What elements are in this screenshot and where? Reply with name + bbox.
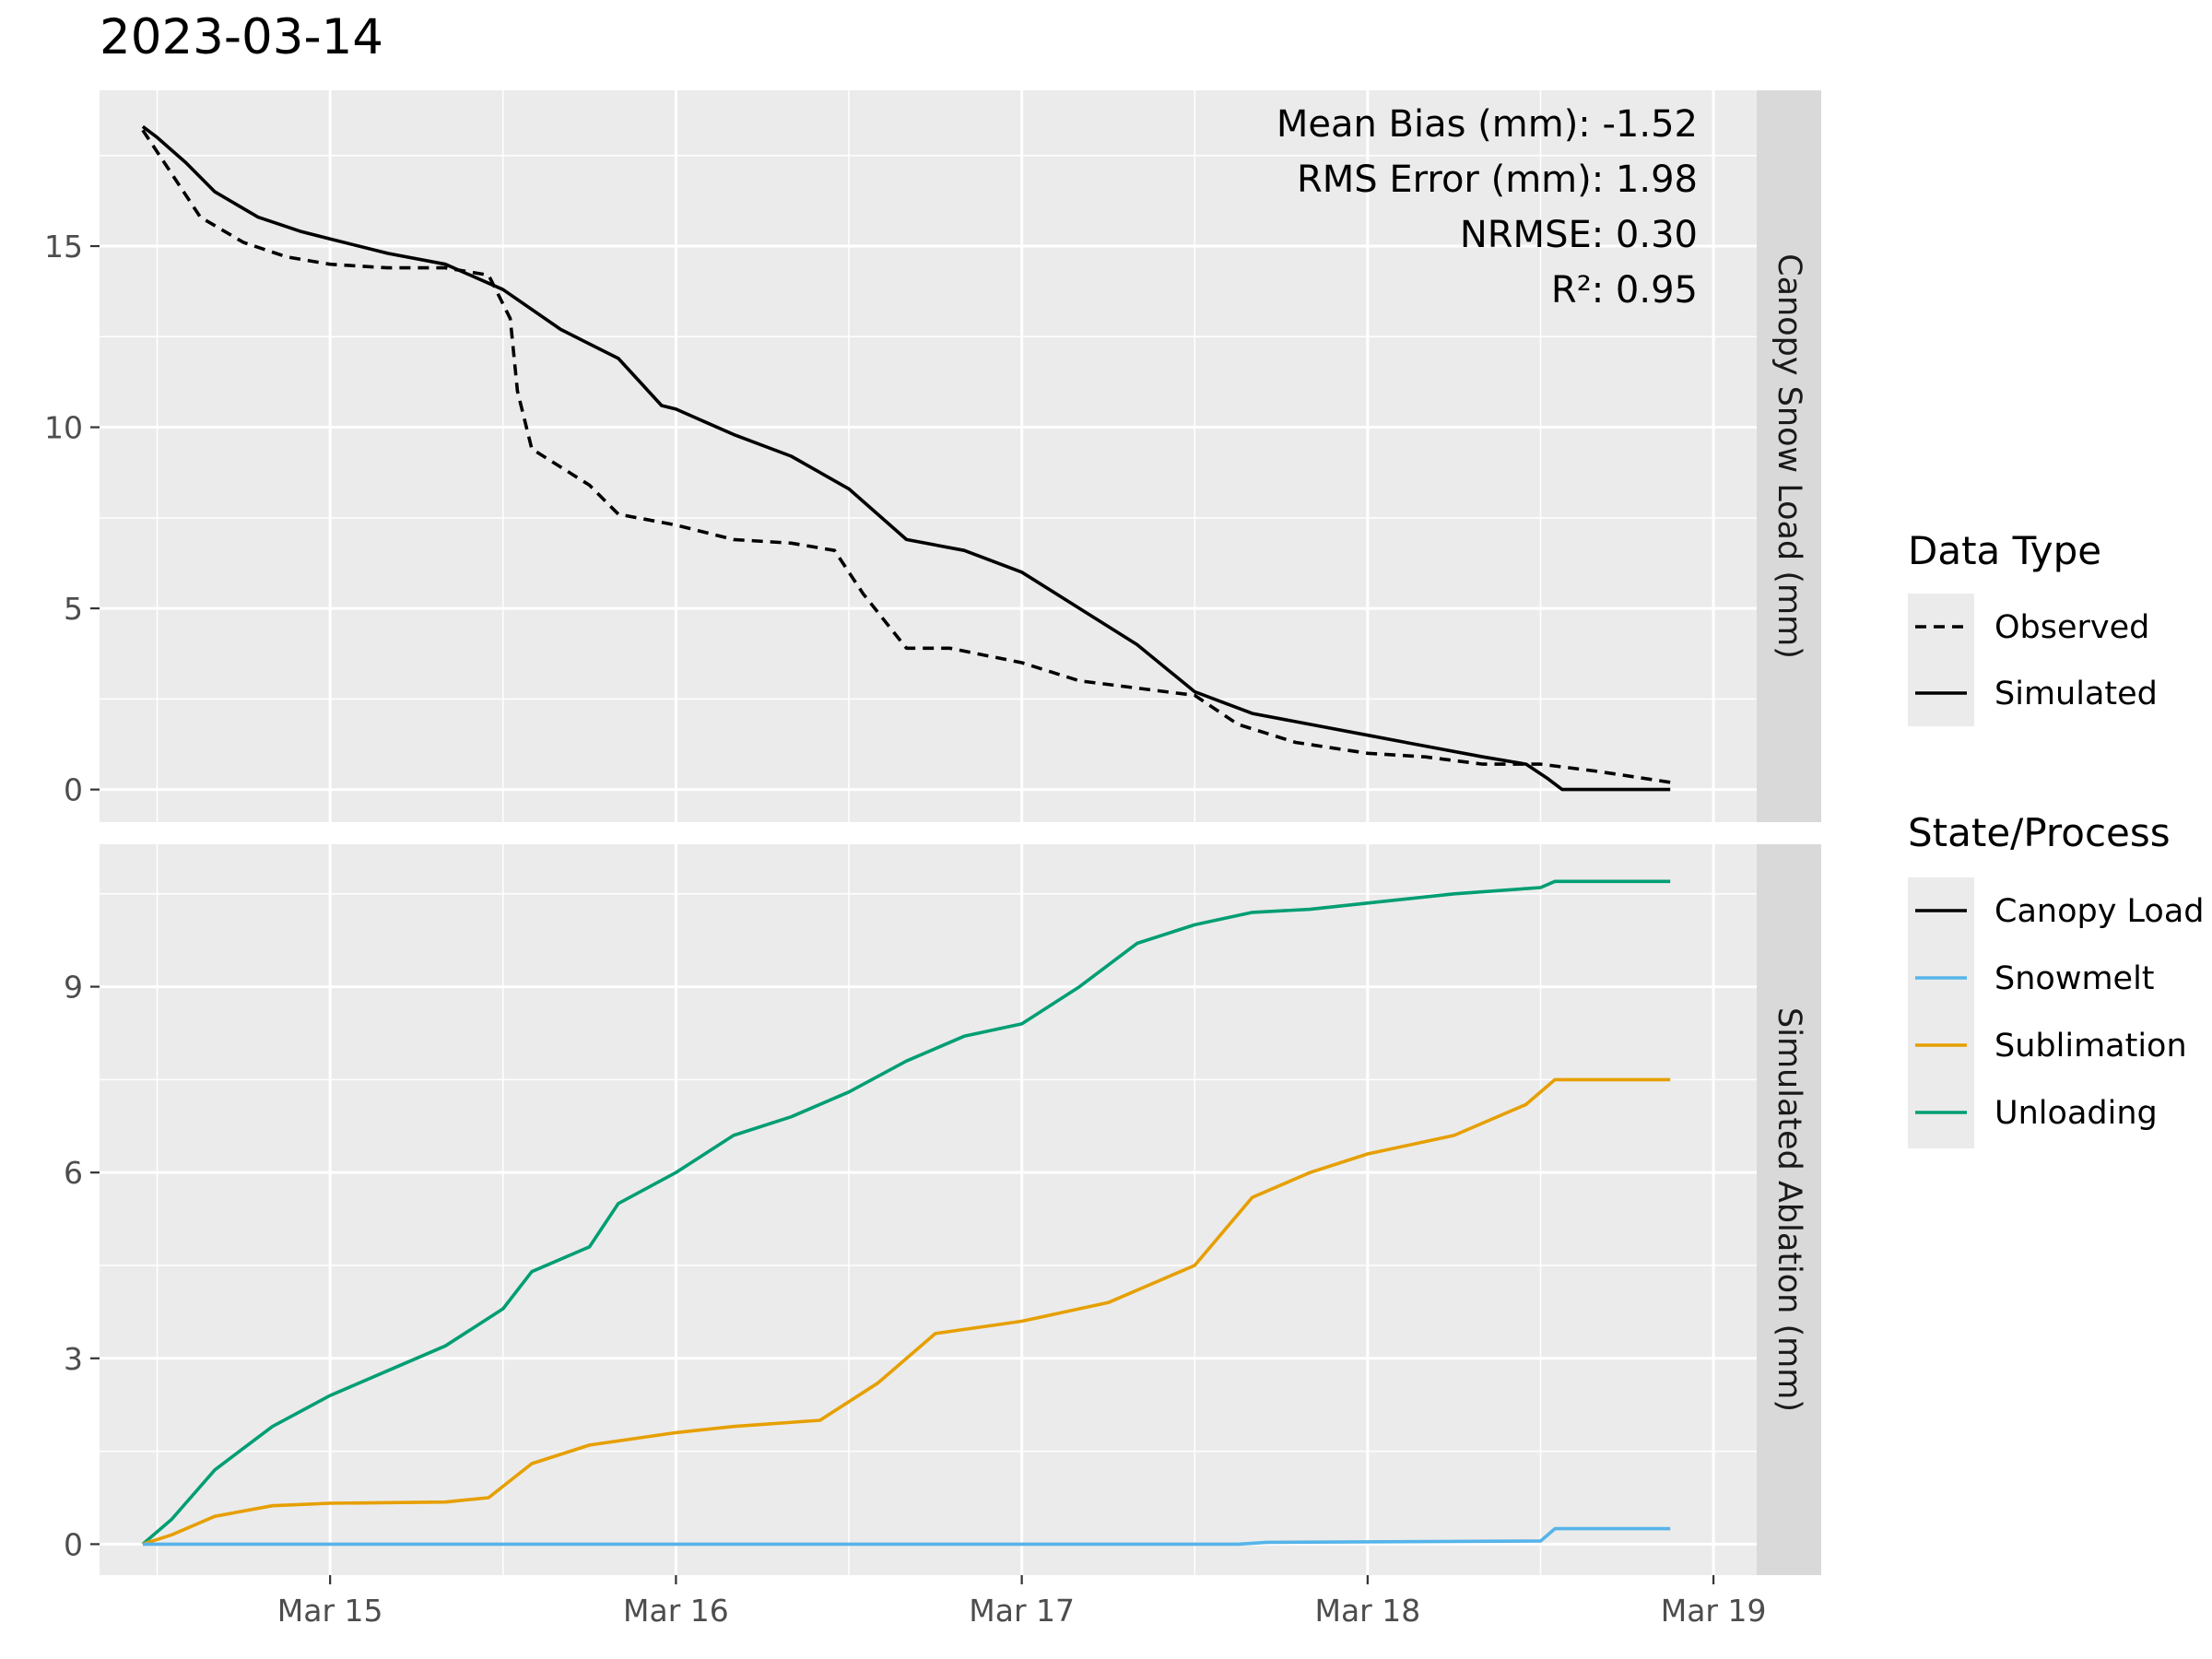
x-tick-label: Mar 16 <box>623 1593 729 1629</box>
x-tick-label: Mar 17 <box>969 1593 1075 1629</box>
stats-annotation: Mean Bias (mm): -1.52 RMS Error (mm): 1.… <box>1277 103 1698 312</box>
plot-background <box>100 90 1757 822</box>
legend-data-type: Data Type Observed Simulated <box>1908 528 2158 726</box>
y-tick-label: 15 <box>44 229 83 265</box>
y-tick-label: 5 <box>64 591 83 627</box>
panel-simulated-ablation: 0 3 6 9 Mar 15 Mar 16 Mar 17 Mar 18 Mar 19 Simula… <box>64 844 1821 1629</box>
x-tick-label: Mar 18 <box>1314 1593 1420 1629</box>
series-line-observed <box>141 129 1671 784</box>
legend-label-unloading: Unloading <box>1994 1095 2158 1132</box>
facet-strip-label: Simulated Ablation (mm) <box>1771 1007 1807 1412</box>
y-tick-label: 6 <box>64 1155 83 1191</box>
legend-state-process-title: State/Process <box>1908 810 2171 855</box>
y-tick-label: 0 <box>64 1526 83 1562</box>
x-tick-label: Mar 15 <box>277 1593 383 1629</box>
facet-strip <box>1757 844 1821 1575</box>
legend-label-observed: Observed <box>1994 609 2149 646</box>
stat-mean-bias: Mean Bias (mm): -1.52 <box>1277 103 1698 146</box>
legend-label-canopy-load: Canopy Load <box>1994 893 2205 930</box>
stat-nrmse: NRMSE: 0.30 <box>1460 214 1698 256</box>
legend-label-simulated: Simulated <box>1994 676 2158 712</box>
facet-strip <box>1757 90 1821 822</box>
y-tick-label: 9 <box>64 970 83 1006</box>
legend-state-process: State/Process Canopy Load Snowmelt Subli… <box>1908 810 2205 1148</box>
series-line-snowmelt <box>142 1526 1671 1547</box>
legend-label-sublimation: Sublimation <box>1994 1028 2187 1065</box>
series-line-sublimation <box>142 1077 1671 1547</box>
series-line-unloading <box>141 879 1671 1546</box>
legend-state-keys-bg <box>1908 877 1974 1148</box>
y-tick-label: 3 <box>64 1341 83 1377</box>
legend-label-snowmelt: Snowmelt <box>1994 960 2155 997</box>
x-tick-label: Mar 19 <box>1661 1593 1767 1629</box>
legend-data-type-title: Data Type <box>1908 528 2101 573</box>
series-line-simulated <box>141 124 1671 792</box>
y-tick-label: 10 <box>44 410 83 446</box>
panel-canopy-snow-load: 0 5 10 15 Canopy Snow Load (mm) <box>44 90 1821 822</box>
chart-title: 2023-03-14 <box>100 9 383 65</box>
y-tick-label: 0 <box>64 772 83 808</box>
stat-rms-error: RMS Error (mm): 1.98 <box>1297 159 1698 201</box>
stat-r-squared: R²: 0.95 <box>1551 269 1698 312</box>
plot-background <box>100 844 1757 1575</box>
facet-strip-label: Canopy Snow Load (mm) <box>1771 253 1807 659</box>
